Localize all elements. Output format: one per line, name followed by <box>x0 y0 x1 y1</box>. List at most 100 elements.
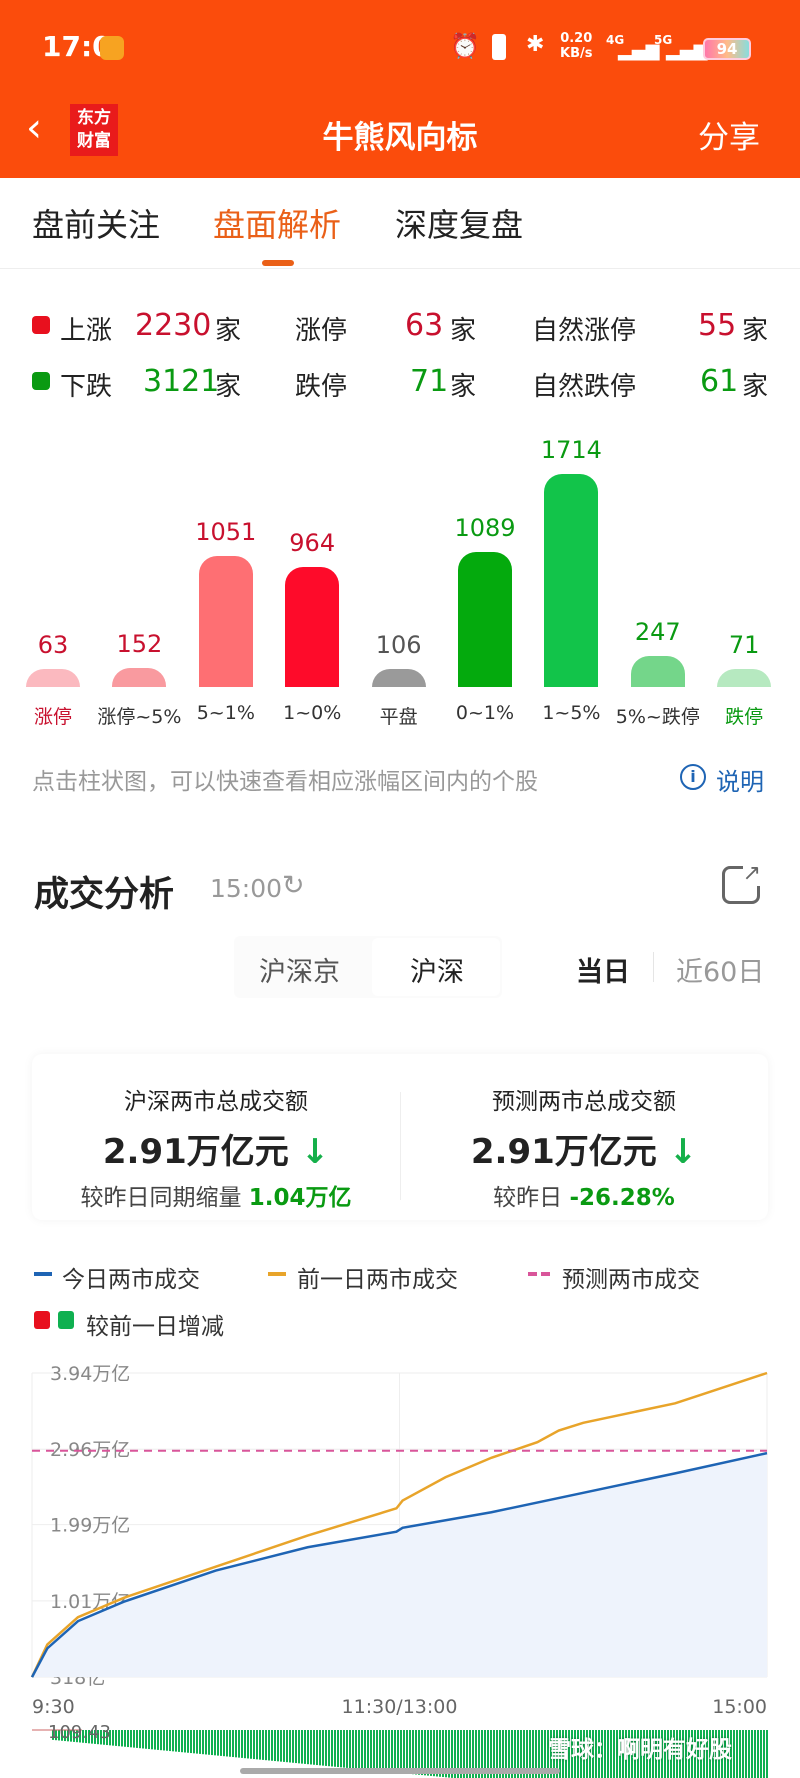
bar-2[interactable] <box>198 556 253 687</box>
change-bar <box>391 1730 393 1773</box>
change-bar <box>271 1730 273 1761</box>
app-header <box>0 0 800 178</box>
change-bar <box>343 1730 345 1768</box>
change-bar <box>334 1730 336 1767</box>
natural-limit-down-label: 自然跌停 <box>532 372 637 402</box>
change-bar <box>742 1730 744 1778</box>
back-button[interactable]: ‹ <box>26 105 42 151</box>
bar-0[interactable] <box>26 669 80 687</box>
change-bar <box>130 1730 132 1748</box>
change-bar <box>433 1730 435 1777</box>
bar-value: 1089 <box>454 513 516 542</box>
info-icon[interactable]: i <box>680 764 706 790</box>
change-bar <box>520 1730 522 1778</box>
bar-6[interactable] <box>544 474 599 687</box>
change-bar <box>340 1730 342 1768</box>
change-bar <box>700 1730 702 1778</box>
change-bar <box>574 1730 576 1778</box>
change-bar <box>208 1730 210 1755</box>
change-bar <box>733 1730 735 1778</box>
change-bar <box>757 1730 759 1778</box>
change-bar <box>214 1730 216 1756</box>
bar-7[interactable] <box>630 656 685 687</box>
change-bar <box>325 1730 327 1766</box>
update-time: 15:00 <box>210 874 283 903</box>
change-bar <box>283 1730 285 1762</box>
legend-change: 较前一日增减 <box>86 1314 224 1340</box>
y-tick-label: 3.94万亿 <box>50 1363 130 1385</box>
change-bar <box>697 1730 699 1778</box>
bar-1[interactable] <box>112 668 167 687</box>
change-bar <box>712 1730 714 1778</box>
market-tab-all[interactable]: 沪深京 <box>259 957 340 988</box>
home-indicator[interactable] <box>240 1768 560 1774</box>
down-marker <box>32 372 50 390</box>
change-bar <box>265 1730 267 1761</box>
vibrate-icon <box>492 34 506 60</box>
change-bar <box>388 1730 390 1772</box>
change-bar <box>745 1730 747 1778</box>
tab-analysis[interactable]: 盘面解析 <box>213 206 342 244</box>
change-bar <box>688 1730 690 1778</box>
bar-5[interactable] <box>458 551 512 687</box>
unit: 家 <box>450 316 477 346</box>
change-bar <box>166 1730 168 1751</box>
change-bar <box>349 1730 351 1769</box>
change-bar <box>628 1730 630 1778</box>
bar-value: 63 <box>37 631 69 659</box>
change-bar <box>370 1730 372 1771</box>
market-tab-shsz[interactable]: 沪深 <box>410 957 464 988</box>
change-bar <box>139 1730 141 1749</box>
bar-category: 涨停~5% <box>97 706 182 728</box>
period-tab-today[interactable]: 当日 <box>576 957 630 988</box>
change-bar <box>382 1730 384 1772</box>
legend-down-swatch <box>58 1311 74 1329</box>
net-speed: 0.20 <box>560 31 593 46</box>
legend-prev-swatch <box>268 1272 286 1276</box>
change-bar <box>610 1730 612 1778</box>
tab-review[interactable]: 深度复盘 <box>395 206 524 244</box>
change-bar <box>316 1730 318 1766</box>
bar-8[interactable] <box>717 669 772 687</box>
change-bar <box>493 1730 495 1778</box>
change-bar <box>157 1730 159 1750</box>
change-bar <box>607 1730 609 1778</box>
share-icon[interactable]: ↗ <box>722 861 761 904</box>
bar-category: 1~0% <box>283 702 342 724</box>
share-button[interactable]: 分享 <box>698 120 760 156</box>
change-bar <box>160 1730 162 1751</box>
tab-premarket[interactable]: 盘前关注 <box>32 206 161 244</box>
change-bar <box>289 1730 291 1763</box>
change-bar <box>754 1730 756 1778</box>
change-bar <box>280 1730 282 1762</box>
refresh-icon[interactable]: ↻ <box>282 870 305 901</box>
bar-3[interactable] <box>285 567 340 687</box>
change-bar <box>223 1730 225 1757</box>
change-bar <box>691 1730 693 1778</box>
change-bar <box>487 1730 489 1778</box>
change-bar <box>352 1730 354 1769</box>
change-bar <box>685 1730 687 1778</box>
change-bar <box>94 1730 96 1744</box>
bluetooth-icon: ✱ <box>526 32 545 57</box>
bar-4[interactable] <box>371 669 426 687</box>
change-bar <box>430 1730 432 1776</box>
hint-text: 点击柱状图，可以快速查看相应涨幅区间内的个股 <box>32 769 538 795</box>
change-bar <box>133 1730 135 1748</box>
change-bar <box>724 1730 726 1778</box>
section-title: 成交分析 <box>34 875 175 915</box>
change-bar <box>616 1730 618 1778</box>
change-bar <box>262 1730 264 1760</box>
period-tab-60d[interactable]: 近60日 <box>676 957 765 988</box>
natural-limit-up-label: 自然涨停 <box>532 316 637 346</box>
change-bar <box>379 1730 381 1772</box>
change-bar <box>76 1730 78 1743</box>
change-bar <box>355 1730 357 1769</box>
explain-link[interactable]: 说明 <box>716 768 764 796</box>
eastmoney-logo: 东方 财富 <box>70 104 118 156</box>
bar-value: 964 <box>289 529 336 558</box>
change-bar <box>151 1730 153 1750</box>
change-bar <box>385 1730 387 1772</box>
change-bar <box>55 1730 57 1741</box>
